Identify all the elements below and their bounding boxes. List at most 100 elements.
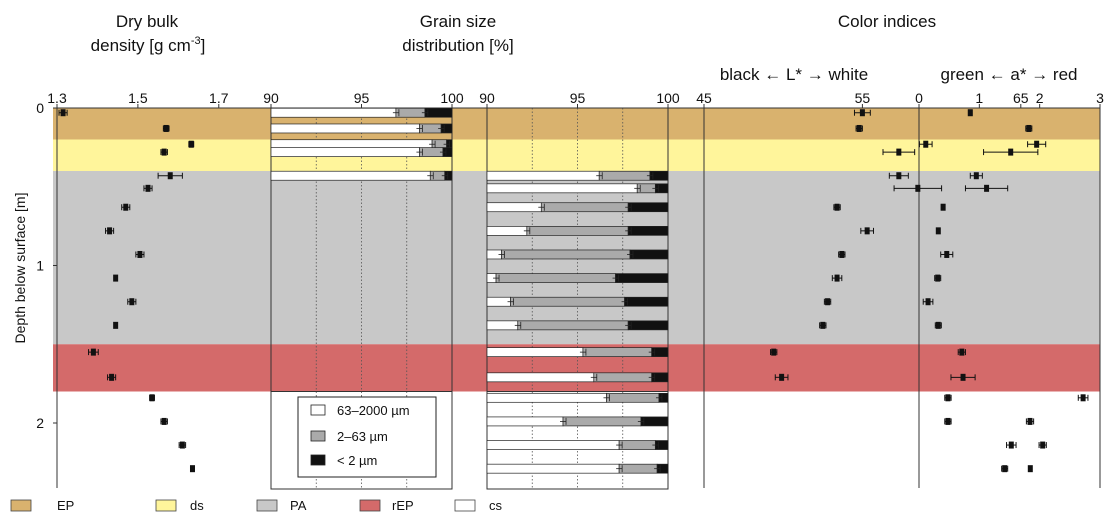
grain-bar-coarse bbox=[486, 320, 519, 331]
color-title: Color indices bbox=[838, 12, 936, 31]
density-title-superscript: -3 bbox=[191, 35, 201, 47]
grain-bar-coarse bbox=[486, 296, 511, 307]
legend-swatch-fine bbox=[310, 454, 326, 466]
legend-swatch-EP bbox=[10, 499, 32, 512]
astar-point bbox=[1026, 124, 1032, 132]
grain-bar-coarse bbox=[486, 440, 620, 450]
astar-point bbox=[1008, 148, 1014, 156]
lstar-point bbox=[923, 140, 929, 148]
lstar-point bbox=[1008, 441, 1014, 449]
density-point bbox=[129, 298, 135, 306]
grain-bar-fine bbox=[627, 202, 669, 213]
lstar-title: black ← L* → white bbox=[720, 65, 868, 84]
grain-bar-coarse bbox=[270, 170, 431, 181]
x-tick-label: 1.5 bbox=[128, 90, 148, 106]
astar-point bbox=[1040, 441, 1046, 449]
grain-bar-fine bbox=[640, 416, 669, 427]
astar-point bbox=[940, 203, 946, 211]
density-point bbox=[167, 172, 173, 180]
astar-point bbox=[944, 250, 950, 258]
grain-bar-medium bbox=[618, 440, 656, 450]
x-tick-label: 2 bbox=[1036, 90, 1044, 106]
lstar-point bbox=[859, 109, 865, 117]
density-point bbox=[161, 417, 167, 425]
x-tick-label: 65 bbox=[1013, 90, 1029, 106]
grain-bar-medium bbox=[593, 372, 653, 383]
lstar-point bbox=[825, 298, 831, 306]
grain-bar-fine bbox=[624, 296, 669, 307]
grain-bar-coarse bbox=[270, 123, 420, 134]
lstar-point bbox=[779, 373, 785, 381]
grain-bar-medium bbox=[495, 273, 616, 283]
grain-bar-fine bbox=[629, 249, 669, 260]
lstar-point bbox=[820, 321, 826, 329]
lstar-point bbox=[839, 250, 845, 258]
legend-label-EP: EP bbox=[57, 498, 74, 513]
legend-swatch-rEP bbox=[359, 499, 381, 512]
lstar-point bbox=[856, 124, 862, 132]
grain-bar-medium bbox=[395, 107, 426, 118]
grain-bar-coarse bbox=[486, 347, 584, 357]
grain-bar-fine bbox=[424, 107, 453, 118]
grain-size-legend: 63–2000 µm 2–63 µm < 2 µm bbox=[297, 396, 437, 478]
lstar-point bbox=[945, 417, 951, 425]
x-tick-label: 90 bbox=[479, 90, 495, 106]
legend-label-cs: cs bbox=[489, 498, 503, 513]
lstar-point bbox=[1027, 465, 1033, 473]
unit-legend: EP ds PA rEP cs bbox=[10, 498, 503, 513]
astar-point bbox=[984, 184, 990, 192]
grain-bar-coarse bbox=[486, 202, 542, 213]
astar-point bbox=[1034, 140, 1040, 148]
lstar-point bbox=[771, 348, 777, 356]
density-point bbox=[113, 274, 119, 282]
x-tick-label: 3 bbox=[1096, 90, 1104, 106]
y-tick-label: 0 bbox=[36, 100, 44, 116]
grain-title-line2: distribution [%] bbox=[402, 36, 514, 55]
x-tick-label: 0 bbox=[915, 90, 923, 106]
density-point bbox=[107, 227, 113, 235]
lstar-point bbox=[945, 394, 951, 402]
grain-bar-fine bbox=[627, 320, 669, 331]
legend-swatch-PA bbox=[256, 499, 278, 512]
grain-bar-medium bbox=[526, 226, 629, 236]
astar-point bbox=[967, 109, 973, 117]
x-tick-label: 1.3 bbox=[47, 90, 67, 106]
grain-bar-coarse bbox=[486, 372, 595, 383]
grain-bar-coarse bbox=[486, 392, 607, 403]
density-title-line2: density [g cm-3] bbox=[91, 35, 206, 55]
grain-bar-medium bbox=[517, 320, 629, 331]
grain-bar-coarse bbox=[270, 147, 420, 157]
density-title-text: density [g cm bbox=[91, 36, 191, 55]
legend-label-ds: ds bbox=[190, 498, 204, 513]
density-point bbox=[145, 184, 151, 192]
grain-title-line1: Grain size bbox=[420, 12, 497, 31]
grain-bar-coarse bbox=[486, 183, 638, 194]
astar-point bbox=[935, 227, 941, 235]
legend-label-rEP: rEP bbox=[392, 498, 414, 513]
grain-bar-medium bbox=[540, 202, 629, 213]
legend-label-coarse: 63–2000 µm bbox=[337, 403, 410, 418]
x-tick-label: 55 bbox=[855, 90, 871, 106]
density-point bbox=[189, 465, 195, 473]
grain-bar-fine bbox=[615, 273, 669, 283]
lstar-point bbox=[896, 172, 902, 180]
y-axis-label: Depth below surface [m] bbox=[12, 193, 28, 344]
density-point bbox=[123, 203, 129, 211]
density-point bbox=[60, 109, 66, 117]
density-point bbox=[149, 394, 155, 402]
legend-label-PA: PA bbox=[290, 498, 307, 513]
density-point bbox=[161, 148, 167, 156]
density-point bbox=[113, 321, 119, 329]
astar-point bbox=[1002, 465, 1008, 473]
legend-swatch-medium bbox=[310, 430, 326, 442]
grain-bar-medium bbox=[419, 147, 444, 157]
grain-bar-fine bbox=[627, 226, 669, 236]
grain-bar-medium bbox=[582, 347, 653, 357]
density-point bbox=[90, 348, 96, 356]
astar-point bbox=[973, 172, 979, 180]
x-tick-label: 100 bbox=[440, 90, 464, 106]
y-tick-label: 1 bbox=[36, 258, 44, 274]
grain-bar-medium bbox=[618, 463, 658, 474]
density-point bbox=[163, 124, 169, 132]
